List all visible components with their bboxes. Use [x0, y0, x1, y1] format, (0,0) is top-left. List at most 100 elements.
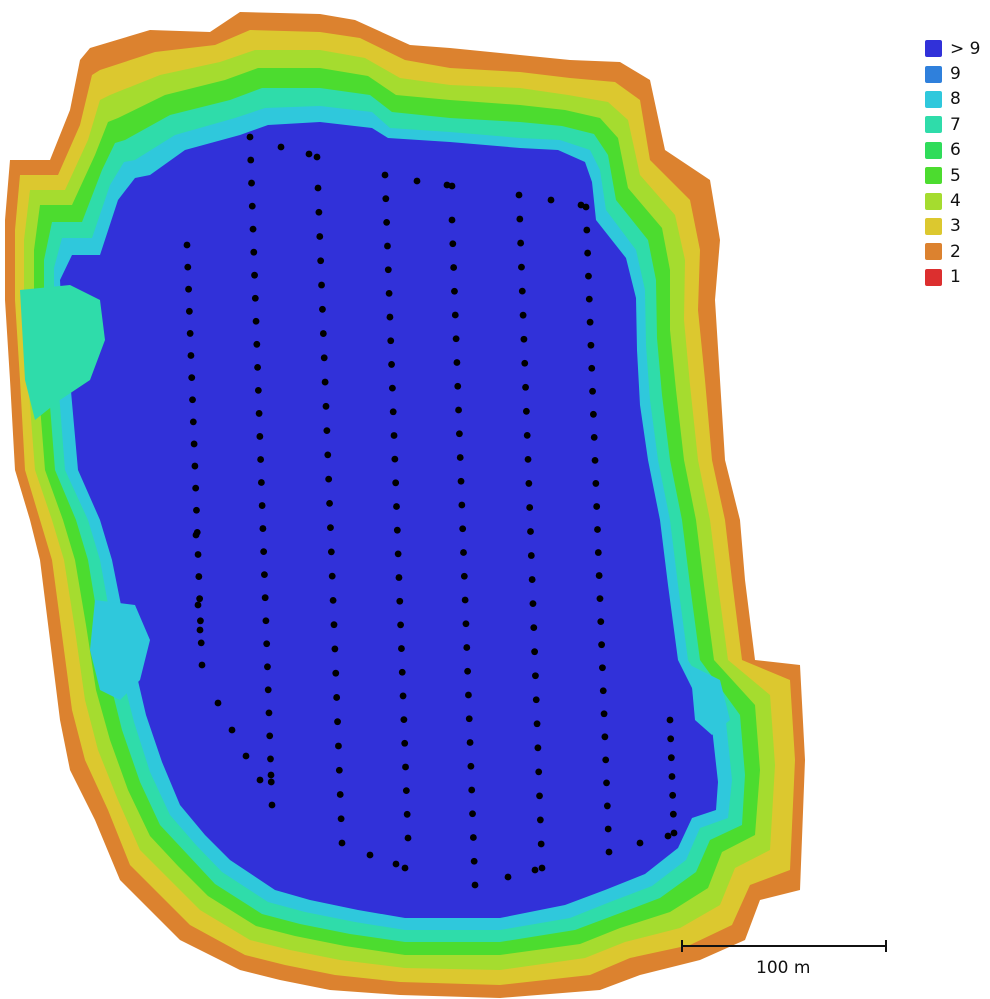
camera-position-dot: [588, 364, 596, 372]
camera-position-dot: [456, 454, 464, 461]
camera-position-dot: [532, 696, 540, 704]
camera-position-dot: [251, 271, 258, 279]
camera-position-dot: [185, 307, 193, 315]
camera-position-dot: [332, 669, 340, 677]
camera-position-dot: [328, 572, 336, 580]
legend-item: > 9: [925, 36, 980, 61]
camera-position-dot: [386, 313, 394, 321]
camera-position-dot: [517, 239, 525, 247]
camera-position-dot: [254, 386, 262, 394]
camera-position-dot: [319, 305, 326, 313]
camera-position-dot: [392, 479, 400, 487]
camera-position-dot: [530, 624, 538, 632]
camera-position-dot: [257, 456, 265, 463]
camera-position-dot: [256, 433, 264, 440]
camera-position-dot: [214, 699, 222, 707]
legend-item: 3: [925, 214, 980, 239]
camera-position-dot: [393, 503, 400, 510]
camera-position-dot: [527, 528, 534, 535]
camera-position-dot: [449, 240, 457, 248]
camera-position-dot: [516, 215, 524, 223]
camera-position-dot: [587, 341, 595, 349]
camera-position-dot: [599, 687, 607, 695]
camera-position-dot: [465, 715, 473, 723]
camera-position-dot: [383, 218, 391, 226]
camera-position-dot: [403, 810, 411, 818]
camera-position-dot: [253, 340, 261, 348]
camera-position-dot: [388, 361, 395, 368]
camera-position-dot: [585, 295, 593, 303]
camera-position-dot: [189, 418, 197, 426]
camera-position-dot: [315, 208, 323, 216]
legend-swatch: [925, 167, 942, 185]
camera-position-dot: [251, 294, 259, 302]
camera-position-dot: [329, 597, 337, 604]
camera-position-dot: [191, 462, 199, 470]
camera-position-dot: [586, 318, 594, 326]
legend-label: 2: [950, 241, 961, 262]
legend-swatch: [925, 243, 942, 261]
camera-position-dot: [197, 617, 204, 625]
camera-position-dot: [268, 801, 276, 809]
camera-position-dot: [455, 406, 462, 414]
legend-swatch: [925, 141, 942, 159]
camera-position-dot: [413, 177, 421, 185]
camera-position-dot: [460, 572, 468, 580]
camera-position-dot: [187, 352, 195, 359]
camera-position-dot: [459, 525, 467, 533]
camera-position-dot: [464, 667, 472, 675]
camera-position-dot: [504, 873, 512, 881]
camera-position-dot: [531, 866, 539, 874]
camera-position-dot: [455, 430, 463, 438]
camera-position-dot: [335, 766, 343, 774]
camera-position-dot: [402, 787, 410, 795]
camera-position-dot: [527, 552, 535, 559]
legend-swatch: [925, 217, 942, 235]
camera-position-dot: [526, 504, 534, 511]
camera-position-dot: [249, 225, 257, 233]
camera-position-dot: [536, 792, 543, 800]
camera-position-dot: [522, 407, 530, 415]
camera-position-dot: [532, 672, 539, 680]
camera-position-dot: [228, 726, 236, 734]
camera-position-dot: [589, 410, 597, 418]
camera-position-dot: [186, 330, 194, 337]
camera-position-dot: [597, 618, 605, 626]
camera-position-dot: [338, 839, 346, 847]
camera-position-dot: [525, 480, 533, 487]
camera-position-dot: [389, 408, 397, 416]
camera-position-dot: [669, 791, 677, 799]
camera-position-dot: [451, 311, 459, 319]
camera-position-dot: [264, 686, 272, 694]
camera-position-dot: [457, 477, 465, 485]
camera-position-dot: [260, 548, 268, 556]
legend-label: 4: [950, 191, 961, 212]
camera-position-dot: [391, 455, 399, 463]
camera-position-dot: [467, 762, 475, 770]
camera-position-dot: [465, 691, 472, 699]
camera-position-dot: [519, 311, 527, 319]
camera-position-dot: [605, 848, 613, 856]
camera-position-dot: [366, 851, 374, 859]
camera-position-dot: [254, 363, 261, 371]
camera-position-dot: [319, 330, 327, 337]
camera-position-dot: [470, 857, 478, 865]
legend-swatch: [925, 192, 942, 210]
camera-position-dot: [518, 263, 525, 271]
camera-position-dot: [521, 359, 529, 367]
camera-position-dot: [583, 226, 591, 234]
legend-label: 8: [950, 89, 961, 110]
camera-position-dot: [323, 427, 331, 434]
camera-position-dot: [463, 644, 471, 651]
legend-swatch: [925, 65, 942, 83]
camera-position-dot: [536, 816, 544, 824]
camera-position-dot: [533, 720, 541, 728]
legend-label: 3: [950, 216, 961, 237]
camera-position-dot: [313, 153, 321, 161]
camera-position-dot: [390, 432, 398, 439]
camera-position-dot: [584, 249, 592, 257]
camera-position-dot: [529, 600, 537, 608]
camera-position-dot: [189, 396, 196, 404]
legend-swatch: [925, 40, 942, 58]
camera-position-dot: [316, 233, 324, 240]
